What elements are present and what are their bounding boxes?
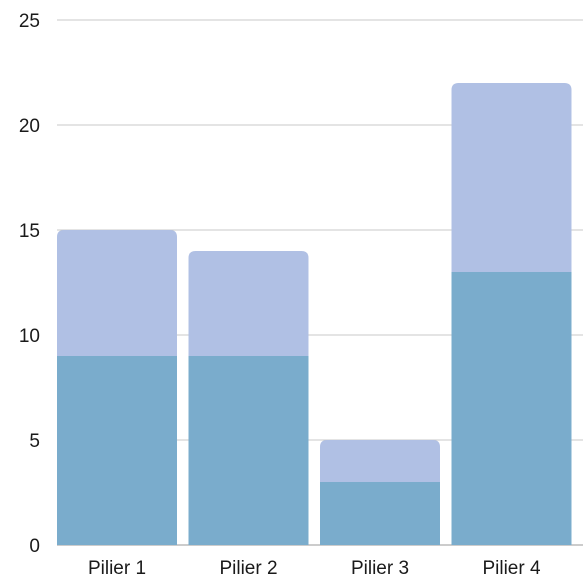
bar-segment-pilier-4-series-1 bbox=[451, 272, 572, 545]
bar-segment-pilier-1-series-1 bbox=[57, 356, 177, 545]
bar-segment-pilier-4-series-2 bbox=[451, 83, 572, 272]
y-tick-label: 10 bbox=[19, 326, 40, 347]
y-tick-label: 25 bbox=[19, 11, 40, 32]
bar-segment-pilier-3-series-1 bbox=[320, 482, 440, 545]
bar-segment-pilier-1-series-2 bbox=[57, 230, 177, 356]
x-tick-label: Pilier 4 bbox=[482, 558, 541, 576]
y-tick-label: 15 bbox=[19, 221, 40, 242]
y-tick-label: 0 bbox=[29, 536, 40, 557]
y-tick-label: 5 bbox=[29, 431, 40, 452]
bar-segment-pilier-2-series-2 bbox=[188, 251, 309, 356]
bar-segment-pilier-2-series-1 bbox=[188, 356, 309, 545]
x-axis-labels: Pilier 1 Pilier 2 Pilier 3 Pilier 4 bbox=[88, 558, 541, 576]
bar-segment-pilier-3-series-2 bbox=[320, 440, 440, 482]
x-tick-label: Pilier 2 bbox=[219, 558, 277, 576]
y-tick-label: 20 bbox=[19, 116, 40, 137]
y-axis-ticks: 0 5 10 15 20 25 bbox=[19, 11, 40, 557]
bars bbox=[57, 83, 572, 545]
x-tick-label: Pilier 3 bbox=[351, 558, 409, 576]
x-tick-label: Pilier 1 bbox=[88, 558, 146, 576]
